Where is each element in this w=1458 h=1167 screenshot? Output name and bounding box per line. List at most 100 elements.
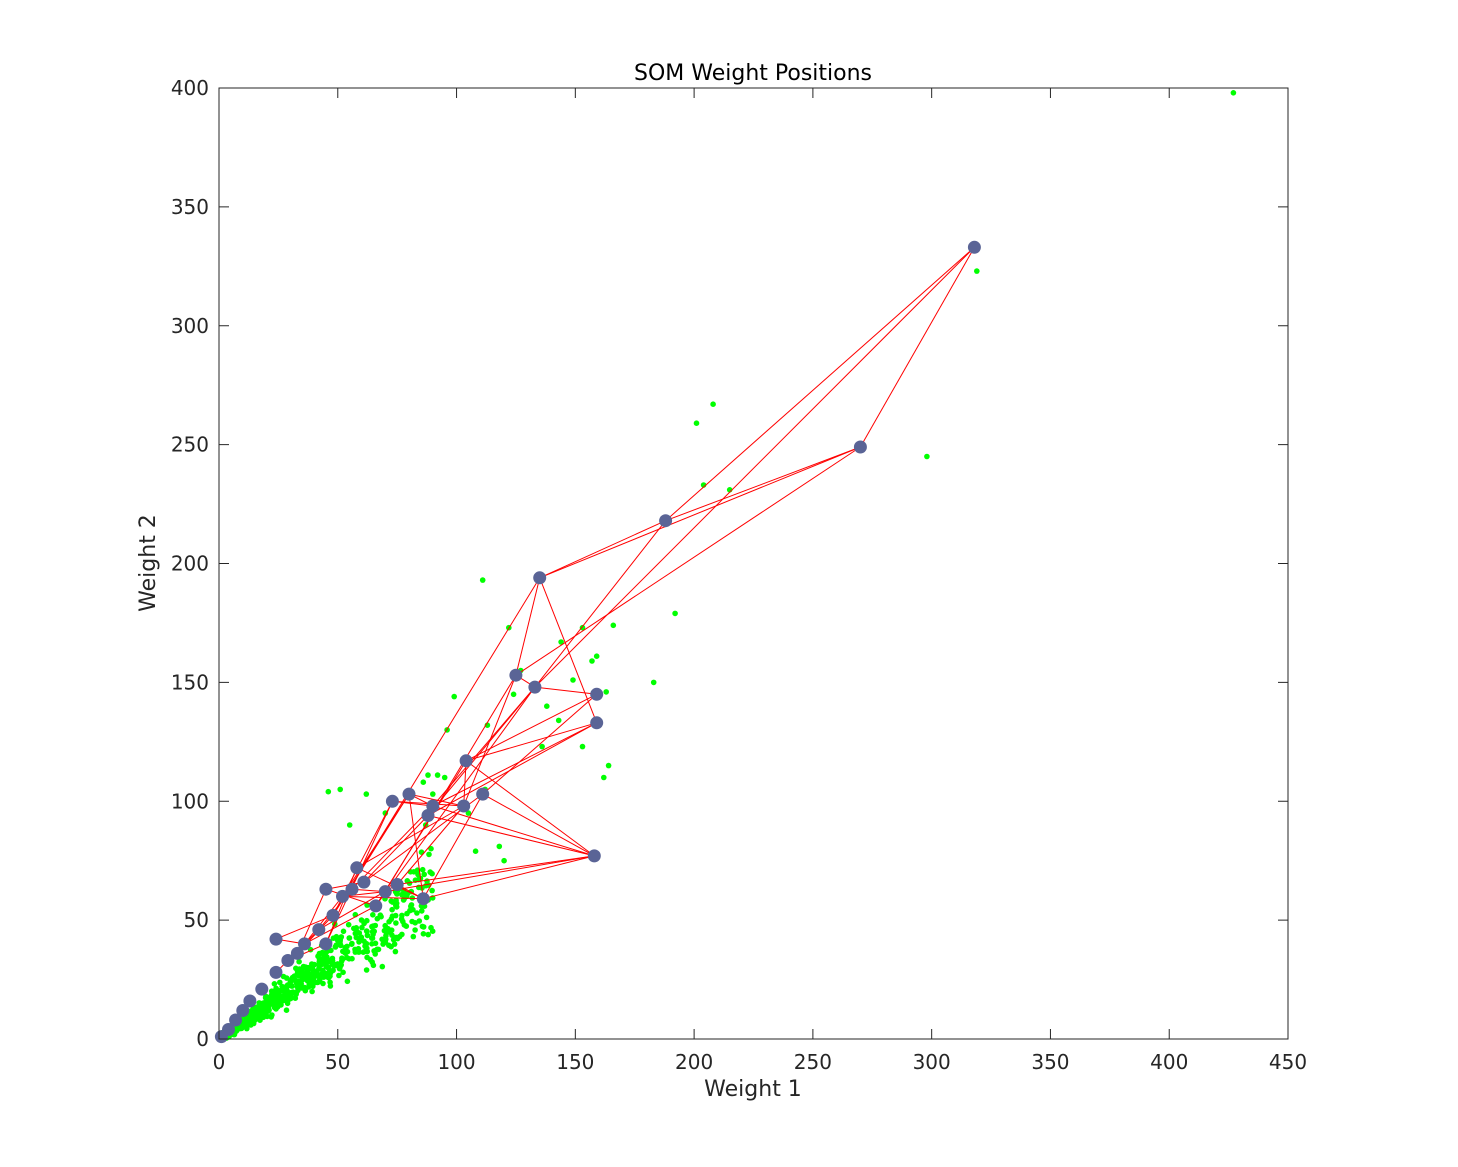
data-point: [349, 940, 355, 947]
som-neuron: [509, 668, 523, 682]
x-tick-label: 0: [213, 1050, 226, 1074]
som-link: [432, 805, 595, 857]
data-point: [345, 921, 352, 928]
data-point: [420, 779, 427, 785]
som-link: [432, 722, 597, 807]
data-point: [372, 947, 379, 954]
data-point: [496, 843, 503, 850]
x-tick-label: 150: [556, 1050, 594, 1074]
y-tick-label: 50: [184, 908, 209, 932]
data-point: [316, 955, 323, 962]
data-point: [284, 994, 290, 1000]
x-axis-label: Weight 1: [704, 1077, 802, 1102]
som-neuron: [319, 937, 333, 951]
data-point: [420, 931, 427, 937]
som-link: [385, 855, 595, 893]
data-point: [558, 639, 564, 645]
som-link: [408, 794, 424, 899]
data-point: [380, 941, 386, 947]
y-tick-label: 200: [171, 552, 209, 576]
data-point: [423, 914, 430, 921]
data-point: [263, 1004, 270, 1011]
som-link: [534, 520, 666, 688]
x-tick-label: 100: [437, 1050, 475, 1074]
som-link: [534, 246, 975, 688]
som-neuron: [476, 787, 490, 801]
data-point: [309, 978, 315, 985]
data-point: [309, 961, 315, 967]
data-point: [399, 931, 405, 938]
data-point: [358, 917, 365, 923]
som-links: [275, 246, 975, 973]
data-point: [672, 610, 678, 617]
data-point: [370, 923, 377, 929]
x-axis: 0 50 100 150 200 250 300 350 400 450: [213, 88, 1307, 1074]
som-neuron: [326, 908, 340, 922]
som-neuron: [357, 875, 371, 889]
som-link: [332, 577, 541, 916]
data-point: [479, 577, 486, 583]
data-point: [302, 987, 309, 994]
data-point: [390, 936, 397, 943]
som-link: [482, 693, 598, 795]
data-point: [593, 653, 600, 659]
data-point: [1230, 90, 1237, 96]
data-point: [370, 912, 376, 918]
data-point: [283, 1007, 290, 1013]
data-point: [650, 679, 657, 686]
som-neuron: [459, 754, 473, 768]
data-point: [419, 923, 426, 930]
y-tick-label: 0: [196, 1027, 209, 1051]
data-point: [425, 931, 432, 938]
data-point: [372, 940, 379, 947]
som-link: [665, 246, 975, 522]
data-point: [386, 942, 392, 949]
x-tick-label: 350: [1031, 1050, 1069, 1074]
data-point: [327, 983, 334, 989]
som-link: [463, 760, 467, 807]
data-point: [412, 920, 419, 926]
som-link: [465, 722, 597, 762]
data-point: [404, 910, 410, 917]
data-point: [410, 933, 417, 940]
data-point: [325, 788, 332, 795]
data-point: [330, 935, 337, 941]
x-tick-label: 250: [794, 1050, 832, 1074]
data-point: [344, 954, 350, 961]
x-tick-label: 400: [1150, 1050, 1188, 1074]
som-link: [325, 888, 376, 907]
som-neuron: [319, 882, 333, 896]
som-neuron: [336, 889, 349, 903]
data-point: [364, 954, 370, 961]
data-point: [363, 967, 370, 973]
data-point: [424, 878, 430, 884]
data-point: [305, 964, 312, 971]
som-neuron: [402, 787, 416, 801]
data-point: [579, 743, 586, 750]
som-neuron: [587, 849, 601, 863]
data-point: [434, 772, 441, 778]
data-point: [364, 917, 370, 924]
som-link: [408, 793, 464, 807]
data-point: [472, 848, 479, 854]
data-point: [421, 871, 428, 878]
plot-area: [214, 90, 1237, 1044]
som-neuron: [236, 1004, 250, 1017]
data-point: [429, 928, 436, 934]
data-point: [382, 922, 389, 929]
y-tick-label: 350: [171, 195, 209, 219]
som-neuron: [590, 687, 604, 701]
data-point: [340, 928, 347, 935]
data-point: [359, 924, 365, 931]
data-point: [389, 906, 395, 913]
data-point: [399, 912, 405, 919]
data-point: [426, 851, 432, 858]
som-link: [859, 247, 975, 448]
som-link: [482, 793, 595, 857]
som-link: [396, 805, 465, 885]
data-point: [370, 962, 377, 969]
data-point: [419, 866, 426, 873]
data-point: [339, 956, 346, 962]
data-point: [383, 932, 389, 939]
data-point: [610, 622, 617, 629]
